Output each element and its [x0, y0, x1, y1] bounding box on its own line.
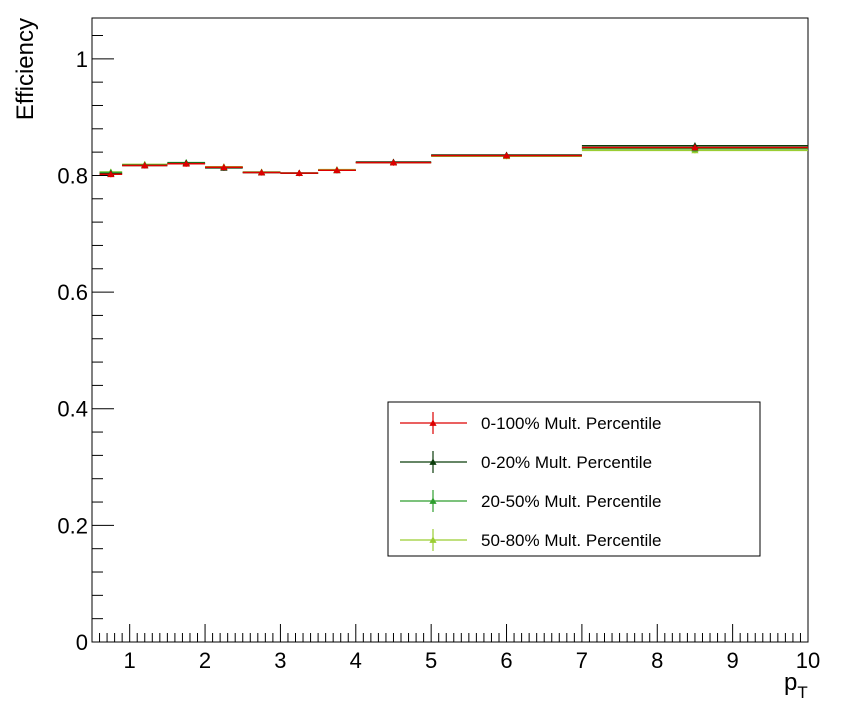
series	[99, 143, 808, 178]
legend-label: 50-80% Mult. Percentile	[481, 531, 661, 550]
legend-entry: 20-50% Mult. Percentile	[400, 490, 661, 512]
x-tick-label: 3	[274, 648, 286, 673]
data-point	[107, 170, 115, 178]
legend-marker	[429, 536, 437, 543]
x-tick-label: 5	[425, 648, 437, 673]
y-tick-label: 1	[76, 47, 88, 72]
x-axis-label-sub: T	[797, 683, 807, 702]
legend-label: 0-20% Mult. Percentile	[481, 453, 652, 472]
data-point	[691, 143, 699, 151]
legend-marker	[429, 497, 437, 504]
axis-ticks: 1 2 3 4 5 6 7 8 9 10 0 0.2 0.4 0.6 0.8 1	[57, 34, 820, 673]
x-tick-label: 6	[500, 648, 512, 673]
legend-entry: 50-80% Mult. Percentile	[400, 529, 661, 551]
data-point	[333, 166, 341, 174]
y-axis-label: Efficiency	[12, 18, 39, 120]
data-point	[141, 161, 149, 169]
x-axis-label: pT	[784, 669, 808, 702]
series-layer	[99, 142, 808, 178]
data-point	[220, 163, 228, 171]
legend-marker	[429, 419, 437, 426]
legend-entry: 0-20% Mult. Percentile	[400, 451, 652, 473]
x-axis-label-main: p	[784, 669, 797, 696]
plot-frame	[91, 17, 809, 643]
y-tick-label: 0.8	[57, 163, 88, 188]
x-tick-label: 4	[350, 648, 362, 673]
x-tick-label: 7	[576, 648, 588, 673]
data-point	[502, 152, 511, 159]
data-point	[257, 168, 266, 176]
x-tick-label: 8	[651, 648, 663, 673]
data-point	[182, 160, 190, 167]
data-point	[295, 169, 303, 177]
x-tick-label: 9	[727, 648, 739, 673]
y-tick-label: 0.4	[57, 397, 88, 422]
y-tick-label: 0.6	[57, 280, 88, 305]
legend-label: 20-50% Mult. Percentile	[481, 492, 661, 511]
y-tick-label: 0.2	[57, 513, 88, 538]
legend-box	[387, 401, 761, 557]
legend-entry: 0-100% Mult. Percentile	[400, 412, 661, 434]
series	[99, 146, 808, 177]
data-point	[389, 159, 398, 166]
y-tick-label: 0	[76, 630, 88, 655]
x-tick-label: 10	[796, 648, 820, 673]
legend-marker	[429, 458, 437, 465]
legend-label: 0-100% Mult. Percentile	[481, 414, 661, 433]
x-tick-label: 2	[199, 648, 211, 673]
legend: 0-100% Mult. Percentile 0-20% Mult. Perce…	[387, 401, 761, 557]
x-tick-label: 1	[124, 648, 136, 673]
